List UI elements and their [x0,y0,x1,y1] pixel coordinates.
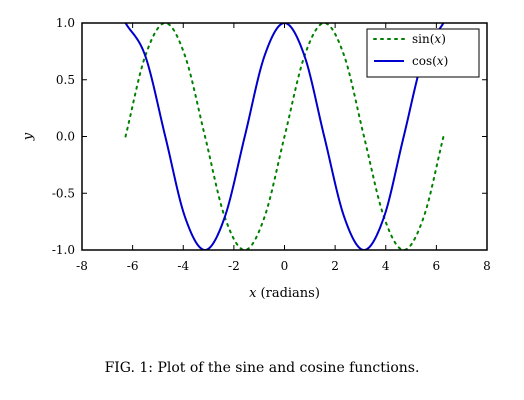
y-tick-label: 0.5 [56,73,75,87]
x-tick-label: -6 [127,259,139,273]
x-tick-label: 8 [483,259,491,273]
legend-label-sin-func: sin( [412,32,434,46]
y-tick-label: 0.0 [56,130,75,144]
tick-labels: -8 -6 -4 -2 0 2 4 6 8 1.0 0.5 0.0 -0.5 -1.0 [52,16,491,273]
x-axis-unit: (radians) [256,286,320,301]
y-tick-label: -1.0 [52,243,75,257]
legend-label-cos-close: ) [444,54,449,68]
legend-label-cos: cos(x) [412,54,448,68]
x-tick-label: 0 [281,259,289,273]
x-tick-label: 4 [382,259,390,273]
x-axis-title: x (radians) [249,286,320,301]
x-tick-label: -8 [76,259,88,273]
y-tick-label: 1.0 [56,16,75,30]
legend-label-cos-var: x [437,54,444,68]
y-tick-label: -0.5 [52,186,75,200]
x-tick-label: -4 [177,259,189,273]
series-line-sin [124,23,445,250]
legend-label-sin: sin(x) [412,32,446,46]
legend-box [366,28,480,78]
series-line-cos [124,23,445,250]
x-tick-label: 6 [433,259,441,273]
legend: sin(x) cos(x) [366,28,480,78]
ticks [81,22,488,251]
legend-label-sin-var: x [434,32,441,46]
y-axis-title: y [21,132,36,141]
plot-series [124,23,445,250]
figure-caption: FIG. 1: Plot of the sine and cosine func… [104,360,420,376]
chart: -8 -6 -4 -2 0 2 4 6 8 1.0 0.5 0.0 -0.5 -1.0 x (radian… [21,16,491,301]
x-axis-variable: x [249,286,257,301]
x-tick-label: 2 [331,259,339,273]
legend-label-cos-func: cos( [412,54,437,68]
x-tick-label: -2 [228,259,240,273]
legend-label-sin-close: ) [441,32,446,46]
